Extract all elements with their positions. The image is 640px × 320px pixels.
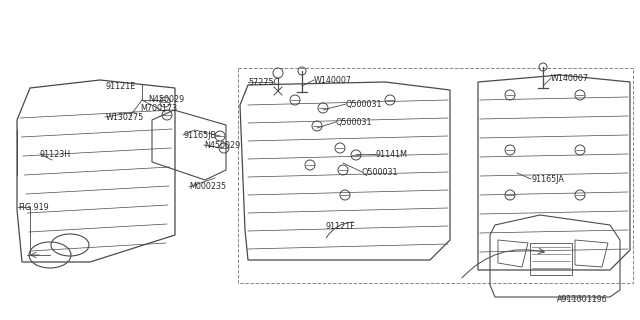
Text: Q500031: Q500031: [362, 168, 399, 177]
Text: W130275: W130275: [106, 113, 144, 122]
Text: Q500031: Q500031: [336, 118, 372, 127]
Text: A911001196: A911001196: [557, 295, 602, 301]
Text: W140007: W140007: [551, 74, 589, 83]
Text: 91141M: 91141M: [376, 150, 408, 159]
Text: N450029: N450029: [204, 141, 240, 150]
Text: 91165JB: 91165JB: [183, 131, 216, 140]
Text: 91121F: 91121F: [325, 222, 355, 231]
Bar: [238, 68, 633, 283]
Text: M000235: M000235: [189, 182, 226, 191]
Text: 91165JA: 91165JA: [531, 175, 564, 184]
Bar: [530, 243, 572, 275]
Text: 91123H: 91123H: [40, 150, 71, 159]
Text: W140007: W140007: [314, 76, 352, 85]
Text: N450029: N450029: [148, 95, 184, 104]
Text: Q500031: Q500031: [346, 100, 383, 109]
Text: M700173: M700173: [140, 104, 177, 113]
Text: 57275C: 57275C: [248, 78, 279, 87]
Text: FIG.919: FIG.919: [18, 203, 49, 212]
Text: A911001196: A911001196: [557, 295, 608, 304]
Text: 91121E: 91121E: [105, 82, 135, 91]
